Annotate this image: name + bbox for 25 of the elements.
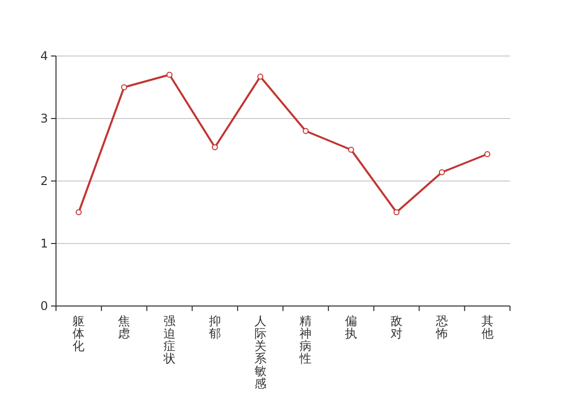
y-tick-label: 1 <box>40 236 48 250</box>
point <box>212 144 218 150</box>
x-tick-label: 焦虑 <box>118 314 130 340</box>
y-tick-label: 2 <box>40 174 48 188</box>
x-tick-label: 敌对 <box>390 314 402 340</box>
y-tick-label: 4 <box>40 49 48 63</box>
x-tick-label: 躯体化 <box>72 314 85 353</box>
x-tick-label: 抑郁 <box>208 314 221 340</box>
x-tick-label: 强迫症状 <box>162 314 176 366</box>
x-tick-label: 偏执 <box>345 314 358 340</box>
point <box>394 209 400 216</box>
point <box>166 72 172 78</box>
y-tick-label: 0 <box>40 299 48 313</box>
x-tick-label: 精神病性 <box>298 314 312 366</box>
x-tick-label: 恐怖 <box>434 314 448 340</box>
x-tick-label: 人际关系敏感 <box>254 314 266 390</box>
point <box>302 128 309 134</box>
x-tick-label: 其他 <box>481 314 494 340</box>
point <box>121 84 128 90</box>
point <box>257 74 264 80</box>
point <box>484 151 490 158</box>
point <box>438 169 445 176</box>
point <box>76 209 82 216</box>
point <box>348 146 354 153</box>
y-tick-label: 3 <box>40 112 48 126</box>
